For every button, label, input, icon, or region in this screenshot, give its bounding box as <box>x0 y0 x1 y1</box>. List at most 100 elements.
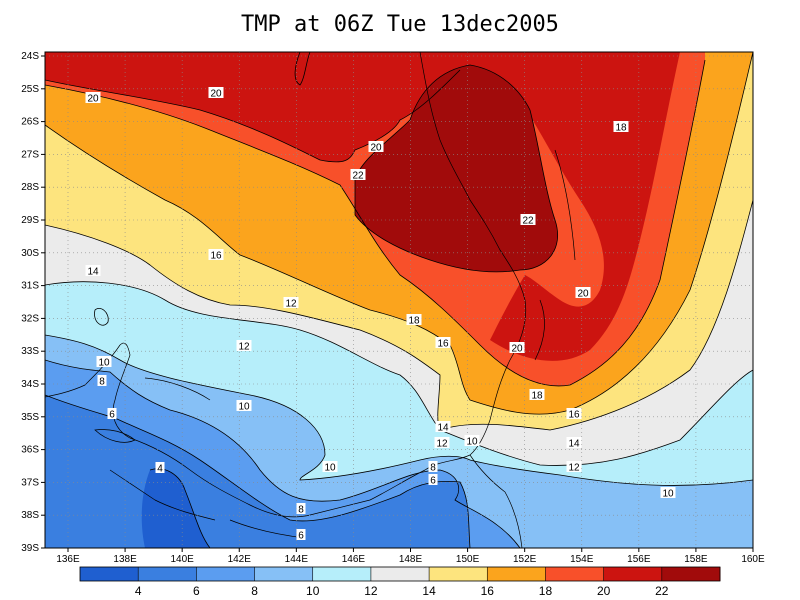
lon-label: 154E <box>570 554 594 565</box>
contour-label: 12 <box>283 297 299 310</box>
svg-text:22: 22 <box>522 216 534 227</box>
colorbar-segment <box>429 567 488 581</box>
svg-text:20: 20 <box>210 89 222 100</box>
lat-label: 31S <box>21 281 39 292</box>
contour-label: 14 <box>566 437 582 450</box>
colorbar-label: 18 <box>539 584 553 598</box>
lat-label: 37S <box>21 477 39 488</box>
svg-text:14: 14 <box>568 439 580 450</box>
colorbar-label: 4 <box>135 584 142 598</box>
map-frame <box>44 51 754 549</box>
svg-text:4: 4 <box>157 464 163 475</box>
axis-ticks: 136E 138E 140E 142E 144E 146E 148E 150E 152E 154E… <box>21 51 765 565</box>
lon-label: 158E <box>684 554 708 565</box>
svg-text:6: 6 <box>109 410 115 421</box>
contour-label: 22 <box>520 214 536 227</box>
lon-label: 160E <box>741 554 765 565</box>
colorbar: 4 6 8 10 12 14 16 18 20 22 <box>79 566 721 598</box>
contour-label: 12 <box>566 461 582 474</box>
contour-label: 20 <box>368 141 384 154</box>
contour-label: 6 <box>296 529 306 542</box>
lon-label: 148E <box>399 554 423 565</box>
contour-lines <box>45 52 753 548</box>
lon-label: 136E <box>56 554 80 565</box>
svg-text:20: 20 <box>577 289 589 300</box>
svg-text:6: 6 <box>298 531 304 542</box>
lon-label: 150E <box>456 554 480 565</box>
svg-text:18: 18 <box>531 391 543 402</box>
svg-text:10: 10 <box>466 437 478 448</box>
svg-text:20: 20 <box>87 94 99 105</box>
svg-text:20: 20 <box>511 344 523 355</box>
colorbar-label: 12 <box>364 584 378 598</box>
colorbar-segment <box>545 567 605 581</box>
colorbar-segment <box>80 567 139 581</box>
colorbar-label: 22 <box>655 584 669 598</box>
contour-labels: 20 20 20 22 22 18 16 14 18 16 20 20 12 12 10 8 6 4 10 10 8 6 1… <box>85 87 676 542</box>
colorbar-segment <box>370 567 430 581</box>
svg-text:8: 8 <box>430 463 436 474</box>
contour-label: 8 <box>428 461 438 474</box>
contour-label: 6 <box>107 408 117 421</box>
lat-label: 30S <box>21 248 39 259</box>
lat-label: 24S <box>21 51 39 62</box>
svg-text:18: 18 <box>408 316 420 327</box>
contour-label: 10 <box>660 487 676 500</box>
contour-label: 20 <box>208 87 224 100</box>
svg-text:18: 18 <box>615 123 627 134</box>
lon-label: 138E <box>113 554 137 565</box>
contour-label: 10 <box>322 461 338 474</box>
svg-text:12: 12 <box>285 299 297 310</box>
contour-label: 14 <box>435 421 451 434</box>
svg-text:16: 16 <box>568 410 580 421</box>
contour-label: 12 <box>236 340 252 353</box>
colorbar-label: 16 <box>481 584 495 598</box>
lon-label: 146E <box>342 554 366 565</box>
lat-label: 33S <box>21 346 39 357</box>
contour-label: 22 <box>350 169 366 182</box>
contour-label: 16 <box>208 249 224 262</box>
colorbar-segment <box>661 567 721 581</box>
svg-text:20: 20 <box>370 143 382 154</box>
lat-label: 34S <box>21 379 39 390</box>
band-22-24 <box>45 52 680 361</box>
colorbar-segment <box>487 567 546 581</box>
svg-text:16: 16 <box>210 251 222 262</box>
contour-label: 20 <box>509 342 525 355</box>
svg-text:14: 14 <box>437 423 449 434</box>
lat-label: 26S <box>21 117 39 128</box>
svg-text:12: 12 <box>238 342 250 353</box>
svg-text:10: 10 <box>324 463 336 474</box>
lat-label: 29S <box>21 215 39 226</box>
colorbar-label: 8 <box>251 584 258 598</box>
colorbar-segment <box>254 567 314 581</box>
contour-label: 20 <box>85 92 101 105</box>
contour-label: 16 <box>435 337 451 350</box>
lat-label: 39S <box>21 543 39 554</box>
lon-label: 144E <box>285 554 309 565</box>
svg-text:12: 12 <box>568 463 580 474</box>
lat-label: 28S <box>21 182 39 193</box>
lat-label: 25S <box>21 84 39 95</box>
svg-text:8: 8 <box>99 377 105 388</box>
contour-label: 8 <box>296 503 306 516</box>
lat-label: 32S <box>21 313 39 324</box>
lon-label: 152E <box>513 554 537 565</box>
shaded-contours <box>45 52 753 548</box>
lat-label: 38S <box>21 510 39 521</box>
svg-text:16: 16 <box>437 339 449 350</box>
contour-label: 4 <box>155 462 165 475</box>
band-4-6 <box>141 468 210 548</box>
contour-label: 6 <box>428 474 438 487</box>
svg-text:6: 6 <box>430 476 436 487</box>
lon-label: 142E <box>228 554 252 565</box>
contour-label: 10 <box>96 356 112 369</box>
colorbar-segment <box>312 567 372 581</box>
colorbar-frame <box>79 566 721 582</box>
lon-label: 156E <box>627 554 651 565</box>
contour-label: 18 <box>406 314 422 327</box>
contour-label: 8 <box>97 375 107 388</box>
svg-text:14: 14 <box>87 267 99 278</box>
svg-text:8: 8 <box>298 505 304 516</box>
